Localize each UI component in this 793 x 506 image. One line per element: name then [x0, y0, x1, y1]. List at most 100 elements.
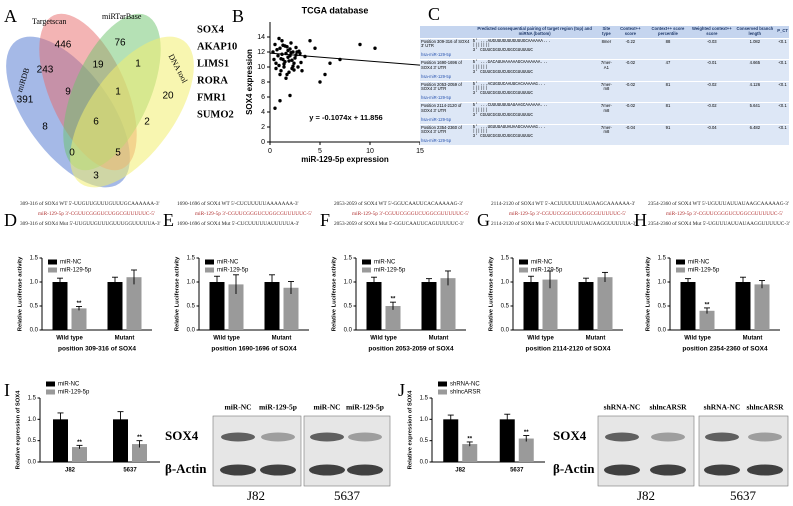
panel-label: G	[477, 210, 490, 230]
y-tick-label: 0.0	[501, 328, 510, 334]
y-tick-label: 4	[261, 109, 265, 116]
header-row: Predicted consequential pairing of targe…	[420, 26, 789, 39]
x-tick-label: 5	[318, 148, 322, 155]
band	[260, 464, 296, 476]
header-cell: Context++ score	[615, 26, 646, 39]
table-cell: -0.02	[615, 80, 646, 103]
error-bar	[112, 276, 118, 287]
blot-membrane	[303, 415, 391, 487]
position: Position 2114-2120 of SOX4 3' UTR	[421, 103, 462, 113]
table-cell: 4.126	[733, 80, 777, 103]
bar	[680, 282, 696, 330]
point	[287, 59, 291, 63]
x-tick-label: 5637	[510, 468, 524, 474]
bar	[385, 306, 401, 330]
table-cell: 88	[645, 37, 691, 60]
chart-title: TCGA database	[302, 5, 369, 15]
table-cell: -0.02	[690, 102, 734, 125]
sequence: 2114-2120 of SOX4 WT 5'-ACUUUUUUUAUAAGCA…	[491, 200, 635, 207]
header-cell: Conserved branch length	[733, 26, 777, 39]
table-row: Position 2053-2059 of SOX4 3' UTR hsa-miR…	[420, 80, 789, 103]
x-tick-label: Wild type	[213, 336, 240, 342]
table-cell: -0.04	[690, 123, 734, 146]
error-bar	[136, 440, 143, 448]
table-cell: 91	[645, 123, 691, 146]
cell-line-label: J82	[247, 488, 265, 503]
position: Position 2053-2059 of SOX4 3' UTR	[421, 81, 462, 92]
y-axis-label: Relative Luciferase activity	[489, 256, 495, 331]
mirna: hsa-miR-129-5p	[421, 95, 452, 101]
point	[273, 106, 277, 110]
pairing-line: 3' CGUUCGGGUCUGGCGUUUUUC	[472, 113, 533, 118]
point	[273, 42, 277, 47]
error-bar	[759, 280, 765, 289]
mirna: hsa-miR-129-5p	[421, 52, 452, 58]
gene-name: SUMO2	[197, 109, 234, 120]
table-cell: 81	[645, 80, 691, 103]
legend-label: miR-129-5p	[374, 268, 406, 274]
bar	[264, 282, 280, 330]
error-bar	[269, 274, 275, 290]
table-cell: 5' ...ACUGGUCAAUUCACAAAAAG... |||||| 3' CG…	[471, 80, 598, 103]
legend-swatch	[676, 267, 685, 273]
legend-label: miR-NC	[531, 260, 553, 266]
point	[279, 69, 283, 73]
legend-label: miR-NC	[58, 382, 80, 388]
lane-label: miR-129-5p	[259, 403, 297, 412]
table-cell: -0.03	[690, 37, 734, 60]
point	[318, 80, 322, 84]
point	[323, 72, 327, 77]
y-axis-label: Relative expression of SOX4	[408, 390, 414, 469]
x-tick-label: J82	[455, 468, 466, 474]
y-tick-label: 1.0	[420, 417, 429, 423]
band	[309, 464, 345, 476]
point	[292, 68, 296, 72]
pairing-line: 5' ...AUGUUUGUUUGUUUGCAAAAAA...	[472, 39, 551, 44]
bar	[53, 419, 68, 462]
table-cell: 5.641	[733, 102, 777, 125]
venn-count: 9	[65, 87, 71, 98]
cell-line-label: 5637	[334, 488, 361, 503]
table-cell: 1.082	[733, 37, 777, 60]
bar	[126, 277, 142, 330]
venn-count: 20	[162, 91, 174, 102]
sequence: 2053-2059 of SOX4 WT 5'-GGUCAAUUCACAAAAA…	[334, 200, 463, 207]
y-tick-label: 1.5	[420, 396, 429, 402]
legend-label: shRNA-NC	[450, 382, 480, 388]
y-tick-label: 0.5	[30, 304, 39, 310]
y-tick-label: 0.0	[658, 328, 667, 334]
position: Position 1690-1696 of SOX4 3' UTR	[421, 60, 462, 70]
sequence: 309-316 of SOX4 Mut 5'-UUGUUGUUUGUUUGGUU…	[20, 220, 161, 227]
table-cell: -0.02	[690, 80, 734, 103]
legend-label: miR-NC	[60, 260, 82, 266]
x-tick-label: 10	[366, 148, 374, 155]
venn-count: 5	[115, 148, 121, 159]
y-tick-label: 1.5	[30, 256, 39, 262]
table-cell: 5' ...CUUUUUUUUAUAAGCAAAAAA... |||||| 3' C…	[471, 102, 598, 125]
y-tick-label: 0	[261, 139, 265, 146]
gene-name: FMR1	[197, 92, 226, 103]
sequence: miR-129-5p 3'-CGUUCGGGUCUGGCGUUUUUC-5'	[509, 211, 626, 217]
y-tick-label: 0.0	[344, 328, 353, 334]
error-bar	[131, 269, 137, 285]
significance: **	[391, 297, 396, 303]
x-tick-label: Wild type	[527, 336, 554, 342]
legend-label: miR-NC	[688, 260, 710, 266]
targetscan-table: Predicted consequential pairing of targe…	[420, 26, 789, 148]
bar	[209, 282, 225, 330]
bar	[113, 419, 128, 462]
pairing-line: 5' ...GACAUUAAAAAAGCAAAAAAA...	[472, 61, 548, 66]
point	[286, 55, 290, 59]
panel-label: I	[4, 380, 10, 400]
legend-swatch	[46, 389, 55, 395]
position: Position 2354-2360 of SOX4 3' UTR	[421, 124, 462, 135]
sequence: miR-129-5p 3'-CGUUCGGGUCUGGCGUUUUUC-5'	[666, 211, 783, 217]
y-tick-label: 12	[257, 49, 265, 56]
error-bar	[117, 411, 124, 428]
error-bar	[371, 276, 377, 287]
legend-swatch	[438, 381, 447, 387]
x-axis-label: position 309-316 of SOX4	[58, 346, 136, 353]
y-tick-label: 10	[257, 64, 265, 71]
error-bar	[76, 444, 83, 449]
y-axis-label: Relative Luciferase activity	[646, 256, 652, 331]
